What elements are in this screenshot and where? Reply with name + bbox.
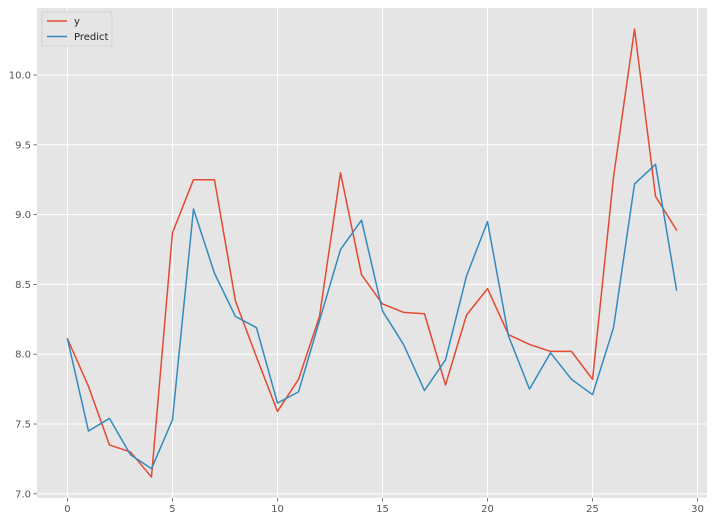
y-tick-label: 8.5 xyxy=(15,280,31,291)
y-tick-label: 10.0 xyxy=(9,71,31,82)
x-tick-label: 30 xyxy=(691,504,704,515)
plot-background xyxy=(37,8,707,498)
series-line-y xyxy=(66,28,678,478)
x-tick-label: 10 xyxy=(271,504,284,515)
x-tick-label: 20 xyxy=(481,504,494,515)
y-tick-label: 9.5 xyxy=(15,140,31,151)
y-axis-ticks: 7.0 7.5 8.0 8.5 9.0 9.5 10.0 xyxy=(9,71,37,500)
x-axis-ticks: 0 5 10 15 20 25 30 xyxy=(64,498,704,515)
y-tick-label: 7.5 xyxy=(15,420,31,431)
x-tick-label: 0 xyxy=(64,504,70,515)
x-tick-label: 15 xyxy=(376,504,389,515)
legend-label: Predict xyxy=(74,32,109,43)
y-tick-label: 7.0 xyxy=(15,489,31,500)
legend-label: y xyxy=(74,17,80,28)
y-tick-label: 8.0 xyxy=(15,350,31,361)
legend: y Predict xyxy=(41,11,113,47)
y-tick-label: 9.0 xyxy=(15,210,31,221)
series-lines xyxy=(66,28,678,478)
x-tick-label: 5 xyxy=(169,504,175,515)
series-line-predict xyxy=(66,163,678,470)
x-tick-label: 25 xyxy=(586,504,599,515)
